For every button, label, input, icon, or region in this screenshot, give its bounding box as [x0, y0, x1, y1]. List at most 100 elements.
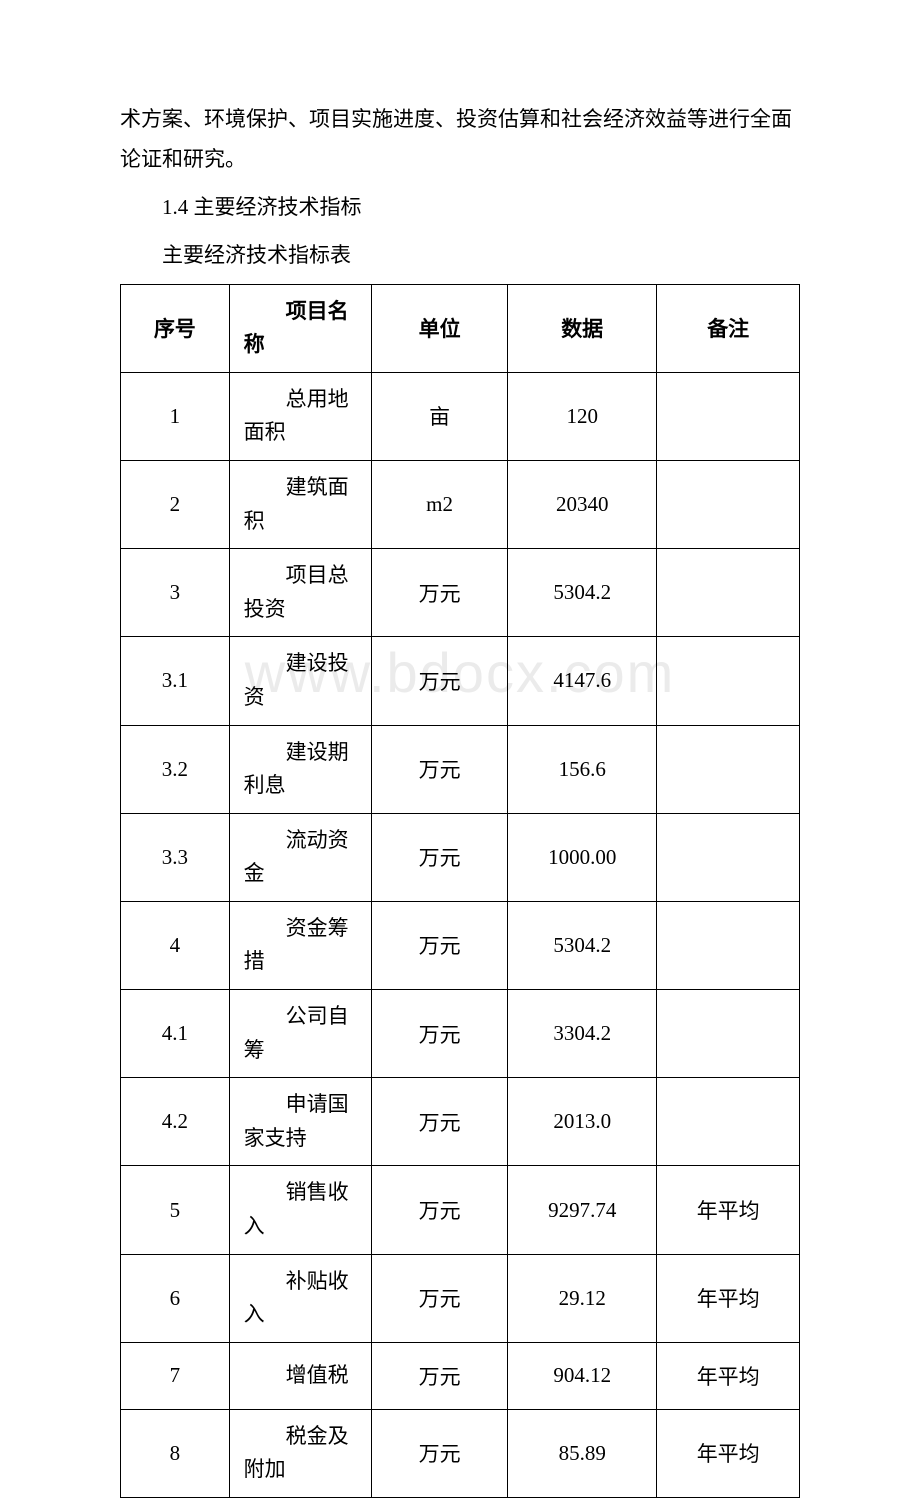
header-name-text: 项目名称 [244, 295, 364, 362]
cell-unit: 万元 [372, 901, 508, 989]
cell-name: 补贴收入 [229, 1254, 372, 1342]
cell-name-text: 项目总投资 [244, 559, 364, 626]
cell-data: 120 [508, 372, 657, 460]
cell-data: 29.12 [508, 1254, 657, 1342]
cell-seq: 3 [121, 549, 230, 637]
header-data: 数据 [508, 284, 657, 372]
cell-data: 904.12 [508, 1342, 657, 1409]
table-body: 1 总用地面积 亩 120 2 建筑面积 m2 20340 3 项目总投资 万元 [121, 372, 800, 1497]
cell-name-text: 建筑面积 [244, 471, 364, 538]
cell-name: 建筑面积 [229, 460, 372, 548]
cell-name-text: 建设投资 [244, 647, 364, 714]
cell-name-text: 流动资金 [244, 824, 364, 891]
cell-unit: 万元 [372, 1254, 508, 1342]
cell-name-text: 资金筹措 [244, 912, 364, 979]
cell-data: 20340 [508, 460, 657, 548]
table-row: 4.2 申请国家支持 万元 2013.0 [121, 1078, 800, 1166]
cell-unit: 万元 [372, 1166, 508, 1254]
cell-unit: 万元 [372, 813, 508, 901]
cell-note: 年平均 [657, 1409, 800, 1497]
cell-data: 5304.2 [508, 901, 657, 989]
cell-data: 156.6 [508, 725, 657, 813]
cell-seq: 2 [121, 460, 230, 548]
table-row: 3.3 流动资金 万元 1000.00 [121, 813, 800, 901]
cell-name-text: 总用地面积 [244, 383, 364, 450]
cell-unit: 万元 [372, 1409, 508, 1497]
cell-name: 税金及附加 [229, 1409, 372, 1497]
paragraph-intro: 术方案、环境保护、项目实施进度、投资估算和社会经济效益等进行全面论证和研究。 [120, 100, 800, 180]
cell-name: 建设期利息 [229, 725, 372, 813]
table-row: 1 总用地面积 亩 120 [121, 372, 800, 460]
cell-data: 4147.6 [508, 637, 657, 725]
table-header-row: 序号 项目名称 单位 数据 备注 [121, 284, 800, 372]
cell-data: 1000.00 [508, 813, 657, 901]
cell-unit: 万元 [372, 549, 508, 637]
cell-unit: 亩 [372, 372, 508, 460]
header-note: 备注 [657, 284, 800, 372]
cell-name-text: 税金及附加 [244, 1420, 364, 1487]
table-row: 6 补贴收入 万元 29.12 年平均 [121, 1254, 800, 1342]
cell-seq: 3.2 [121, 725, 230, 813]
cell-seq: 4.2 [121, 1078, 230, 1166]
cell-unit: 万元 [372, 637, 508, 725]
cell-note [657, 549, 800, 637]
table-row: 3.1 建设投资 万元 4147.6 [121, 637, 800, 725]
cell-unit: 万元 [372, 1078, 508, 1166]
header-seq: 序号 [121, 284, 230, 372]
cell-seq: 8 [121, 1409, 230, 1497]
cell-data: 85.89 [508, 1409, 657, 1497]
cell-name-text: 建设期利息 [244, 736, 364, 803]
cell-data: 3304.2 [508, 990, 657, 1078]
cell-note: 年平均 [657, 1166, 800, 1254]
cell-name: 公司自筹 [229, 990, 372, 1078]
section-heading: 1.4 主要经济技术指标 [120, 188, 800, 228]
cell-name: 总用地面积 [229, 372, 372, 460]
table-row: 7 增值税 万元 904.12 年平均 [121, 1342, 800, 1409]
table-title: 主要经济技术指标表 [120, 236, 800, 276]
cell-note [657, 372, 800, 460]
header-name: 项目名称 [229, 284, 372, 372]
cell-note: 年平均 [657, 1254, 800, 1342]
cell-name: 项目总投资 [229, 549, 372, 637]
cell-name-text: 补贴收入 [244, 1265, 364, 1332]
cell-name-text: 增值税 [244, 1359, 364, 1393]
cell-data: 5304.2 [508, 549, 657, 637]
table-row: 8 税金及附加 万元 85.89 年平均 [121, 1409, 800, 1497]
cell-unit: m2 [372, 460, 508, 548]
cell-name: 销售收入 [229, 1166, 372, 1254]
cell-name: 申请国家支持 [229, 1078, 372, 1166]
cell-name: 增值税 [229, 1342, 372, 1409]
cell-name-text: 销售收入 [244, 1176, 364, 1243]
cell-name: 建设投资 [229, 637, 372, 725]
cell-seq: 7 [121, 1342, 230, 1409]
cell-seq: 3.1 [121, 637, 230, 725]
cell-note [657, 813, 800, 901]
cell-name: 资金筹措 [229, 901, 372, 989]
table-row: 2 建筑面积 m2 20340 [121, 460, 800, 548]
cell-data: 9297.74 [508, 1166, 657, 1254]
cell-data: 2013.0 [508, 1078, 657, 1166]
header-unit: 单位 [372, 284, 508, 372]
cell-note [657, 725, 800, 813]
page-content: 术方案、环境保护、项目实施进度、投资估算和社会经济效益等进行全面论证和研究。 1… [120, 100, 800, 1498]
cell-name: 流动资金 [229, 813, 372, 901]
table-row: 4 资金筹措 万元 5304.2 [121, 901, 800, 989]
indicators-table-container: 序号 项目名称 单位 数据 备注 1 总用地面积 亩 120 2 建筑面积 [120, 284, 800, 1498]
table-row: 3.2 建设期利息 万元 156.6 [121, 725, 800, 813]
cell-note [657, 637, 800, 725]
cell-note: 年平均 [657, 1342, 800, 1409]
cell-unit: 万元 [372, 990, 508, 1078]
cell-seq: 1 [121, 372, 230, 460]
cell-seq: 5 [121, 1166, 230, 1254]
cell-unit: 万元 [372, 725, 508, 813]
cell-name-text: 申请国家支持 [244, 1088, 364, 1155]
table-row: 4.1 公司自筹 万元 3304.2 [121, 990, 800, 1078]
table-row: 5 销售收入 万元 9297.74 年平均 [121, 1166, 800, 1254]
cell-note [657, 990, 800, 1078]
indicators-table: 序号 项目名称 单位 数据 备注 1 总用地面积 亩 120 2 建筑面积 [120, 284, 800, 1498]
cell-note [657, 1078, 800, 1166]
cell-note [657, 901, 800, 989]
cell-seq: 4.1 [121, 990, 230, 1078]
cell-unit: 万元 [372, 1342, 508, 1409]
cell-name-text: 公司自筹 [244, 1000, 364, 1067]
